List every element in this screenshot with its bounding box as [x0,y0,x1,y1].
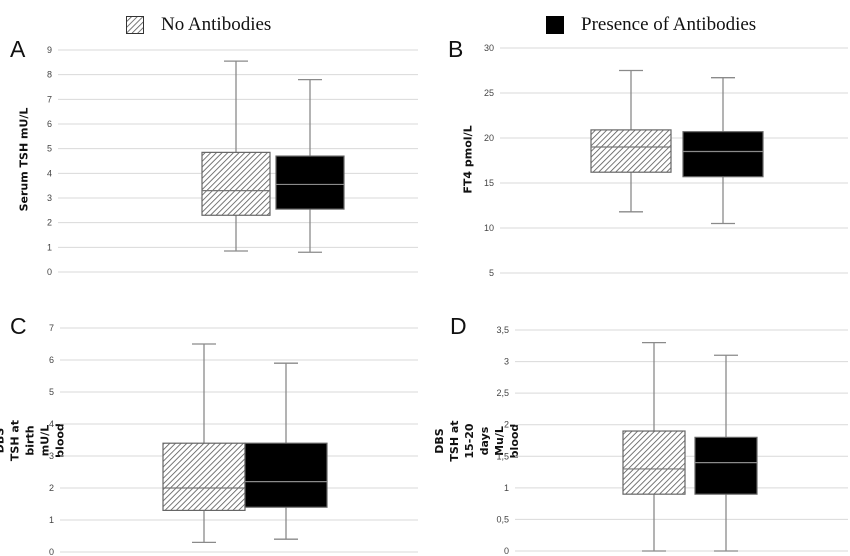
y-tick-label: 0 [47,267,52,277]
y-tick-label: 0,5 [496,514,509,524]
box-antibodies [695,437,757,494]
y-tick-label: 3 [49,451,54,461]
boxplot-chart-c: 0 1 2 3 4 5 6 7 [40,318,420,556]
y-tick-label: 5 [489,268,494,278]
y-tick-label: 3 [47,193,52,203]
box-no-antibodies [623,431,685,494]
y-tick-label: 3,5 [496,325,509,335]
y-tick-label: 2 [504,420,509,430]
y-axis-label: Serum TSH mU/L [6,46,42,272]
y-tick-label: 5 [49,387,54,397]
y-tick-label: 7 [49,323,54,333]
legend: No Antibodies Presence of Antibodies [0,0,850,44]
y-tick-label: 30 [484,43,494,53]
y-tick-label: 25 [484,88,494,98]
hatched-swatch-icon [126,16,144,34]
legend-item-presence-of-antibodies: Presence of Antibodies [546,12,756,38]
y-tick-label: 1 [504,483,509,493]
y-tick-label: 1 [49,515,54,525]
y-tick-label: 6 [49,355,54,365]
boxplot-chart-b: 5 10 15 20 25 30 [470,40,850,276]
y-tick-label: 0 [504,546,509,556]
y-tick-label: 1 [47,242,52,252]
y-tick-label: 8 [47,70,52,80]
y-tick-label: 2 [49,483,54,493]
box-no-antibodies [591,130,671,172]
box-no-antibodies [202,152,270,215]
boxplot-chart-d: 0 0,5 1 1,5 2 2,5 3 3,5 [490,318,850,556]
legend-item-no-antibodies: No Antibodies [126,12,271,38]
y-tick-label: 4 [49,419,54,429]
y-tick-label: 2 [47,218,52,228]
box-antibodies [683,132,763,177]
legend-label: Presence of Antibodies [581,14,756,36]
y-tick-label: 1,5 [496,451,509,461]
box-antibodies [245,443,327,507]
box-antibodies [276,156,344,209]
box-no-antibodies [163,443,245,510]
legend-label: No Antibodies [161,14,271,36]
y-tick-label: 20 [484,133,494,143]
y-tick-label: 15 [484,178,494,188]
y-tick-label: 10 [484,223,494,233]
y-tick-label: 7 [47,94,52,104]
y-tick-label: 2,5 [496,388,509,398]
solid-swatch-icon [546,16,564,34]
y-tick-label: 5 [47,144,52,154]
y-tick-label: 6 [47,119,52,129]
y-tick-label: 3 [504,357,509,367]
y-tick-label: 0 [49,547,54,556]
boxplot-chart-a: 0 1 2 3 4 5 6 7 8 9 [40,40,420,276]
y-tick-label: 9 [47,45,52,55]
y-tick-label: 4 [47,168,52,178]
